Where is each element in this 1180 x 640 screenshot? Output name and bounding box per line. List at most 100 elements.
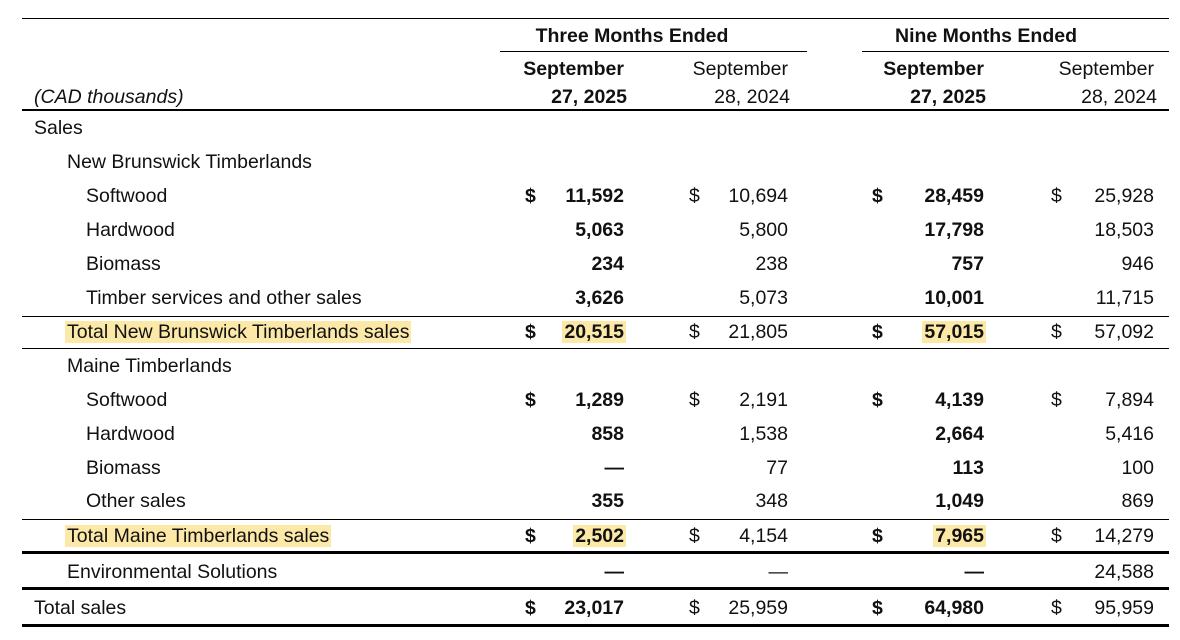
row-value: 11,592 <box>565 185 624 207</box>
group-rule-nine <box>862 51 1169 52</box>
row-value: 11,715 <box>1095 287 1154 309</box>
row-value: 7,894 <box>1105 389 1154 411</box>
group-rule-three <box>500 51 807 52</box>
currency-symbol: $ <box>525 597 536 619</box>
row-value: 5,800 <box>739 219 788 241</box>
row-value: 28,459 <box>924 185 984 207</box>
row-value: 100 <box>1121 457 1154 479</box>
row-value: 18,503 <box>1094 219 1154 241</box>
currency-symbol: $ <box>872 321 883 343</box>
row-value: 1,538 <box>739 423 788 445</box>
currency-symbol: $ <box>1051 597 1062 619</box>
row-value: 25,928 <box>1094 185 1154 207</box>
currency-symbol: $ <box>689 185 700 207</box>
currency-symbol: $ <box>525 525 536 547</box>
col4-header-line1: September <box>1058 58 1154 80</box>
row-value: 14,279 <box>1094 525 1154 547</box>
three-months-header: Three Months Ended <box>535 25 729 47</box>
row-value: 10,694 <box>728 185 788 207</box>
maine-total-rule <box>22 519 1169 520</box>
row-value: 757 <box>951 253 984 275</box>
row-value: 5,063 <box>575 219 624 241</box>
row-value: 17,798 <box>924 219 984 241</box>
row-label: Softwood <box>86 389 168 411</box>
bottom-rule <box>22 624 1169 627</box>
top-rule <box>22 18 1169 19</box>
row-value: 23,017 <box>564 597 624 619</box>
row-value: 1,289 <box>575 389 624 411</box>
col3-header-line2: 27, 2025 <box>910 86 986 108</box>
row-label: Hardwood <box>86 423 175 445</box>
row-value: — <box>604 561 625 583</box>
row-value: 77 <box>766 457 788 479</box>
currency-symbol: $ <box>872 597 883 619</box>
row-value: 95,959 <box>1094 597 1154 619</box>
row-value: 24,588 <box>1094 561 1154 583</box>
row-value: 57,015 <box>922 321 986 343</box>
row-value: 21,805 <box>728 321 788 343</box>
row-label: Maine Timberlands <box>67 355 232 377</box>
row-label: Other sales <box>86 490 186 512</box>
row-value: 2,664 <box>935 423 984 445</box>
row-value: 869 <box>1121 490 1154 512</box>
row-label: Environmental Solutions <box>67 561 278 583</box>
row-value: 7,965 <box>933 525 986 547</box>
row-value: 858 <box>591 423 624 445</box>
currency-symbol: $ <box>689 389 700 411</box>
nb-total-bottom-rule <box>22 348 1169 349</box>
col1-header-line1: September <box>523 58 624 80</box>
row-value: 64,980 <box>924 597 984 619</box>
currency-symbol: $ <box>525 389 536 411</box>
currency-symbol: $ <box>872 185 883 207</box>
row-value: 5,416 <box>1105 423 1154 445</box>
units-label: (CAD thousands) <box>34 86 184 108</box>
row-label: Total Maine Timberlands sales <box>65 525 332 547</box>
total-rule <box>22 587 1169 590</box>
currency-symbol: $ <box>872 525 883 547</box>
currency-symbol: $ <box>689 597 700 619</box>
row-value: 57,092 <box>1094 321 1154 343</box>
row-label: Biomass <box>86 253 161 275</box>
currency-symbol: $ <box>872 389 883 411</box>
row-value: 946 <box>1121 253 1154 275</box>
col4-header-line2: 28, 2024 <box>1081 86 1157 108</box>
currency-symbol: $ <box>689 321 700 343</box>
row-value: 20,515 <box>562 321 626 343</box>
header-rule <box>22 109 1169 111</box>
currency-symbol: $ <box>1051 321 1062 343</box>
row-value: 2,502 <box>573 525 626 547</box>
nb-total-rule <box>22 316 1169 317</box>
col3-header-line1: September <box>883 58 984 80</box>
row-label: Sales <box>34 117 83 139</box>
currency-symbol: $ <box>689 525 700 547</box>
row-value: — <box>604 457 625 479</box>
row-value: 5,073 <box>739 287 788 309</box>
row-value: 1,049 <box>935 490 984 512</box>
row-value: 10,001 <box>924 287 984 309</box>
row-value: 234 <box>591 253 624 275</box>
row-value: 2,191 <box>739 389 788 411</box>
currency-symbol: $ <box>1051 185 1062 207</box>
col2-header-line1: September <box>692 58 788 80</box>
row-value: 348 <box>755 490 788 512</box>
row-value: — <box>964 561 985 583</box>
row-label: Hardwood <box>86 219 175 241</box>
currency-symbol: $ <box>1051 389 1062 411</box>
row-label: Total New Brunswick Timberlands sales <box>65 321 412 343</box>
col1-header-line2: 27, 2025 <box>551 86 627 108</box>
row-value: 3,626 <box>575 287 624 309</box>
maine-total-bottom-rule <box>22 551 1169 554</box>
currency-symbol: $ <box>1051 525 1062 547</box>
row-value: 113 <box>952 457 984 479</box>
nine-months-header: Nine Months Ended <box>895 25 1077 47</box>
row-label: Timber services and other sales <box>86 287 362 309</box>
row-label: Biomass <box>86 457 161 479</box>
row-value: 25,959 <box>728 597 788 619</box>
row-label: Softwood <box>86 185 168 207</box>
row-value: 4,139 <box>935 389 984 411</box>
col2-header-line2: 28, 2024 <box>714 86 790 108</box>
row-label: Total sales <box>34 597 127 619</box>
currency-symbol: $ <box>525 185 536 207</box>
row-value: 355 <box>591 490 624 512</box>
row-value: 4,154 <box>739 525 788 547</box>
